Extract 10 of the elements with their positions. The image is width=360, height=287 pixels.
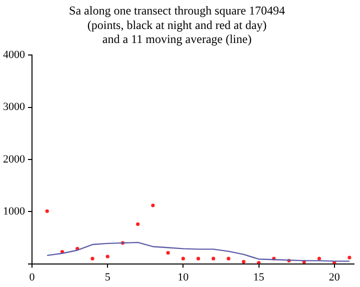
y-tick-label: 2000 bbox=[3, 153, 26, 166]
x-tick-label: 0 bbox=[29, 271, 36, 284]
y-tick-label: 1000 bbox=[3, 206, 26, 218]
chart-title: Sa along one transect through square 170494 (points, black at night and red at day) and a 11 moving average (line) bbox=[69, 3, 285, 46]
x-tick-label: 5 bbox=[104, 271, 111, 284]
y-tick-label: 3000 bbox=[3, 101, 26, 114]
x-tick-label: 15 bbox=[253, 271, 265, 284]
x-tick-label: 10 bbox=[178, 271, 190, 284]
y-tick-label: 4000 bbox=[3, 49, 26, 62]
x-tick-label: 20 bbox=[328, 271, 340, 284]
